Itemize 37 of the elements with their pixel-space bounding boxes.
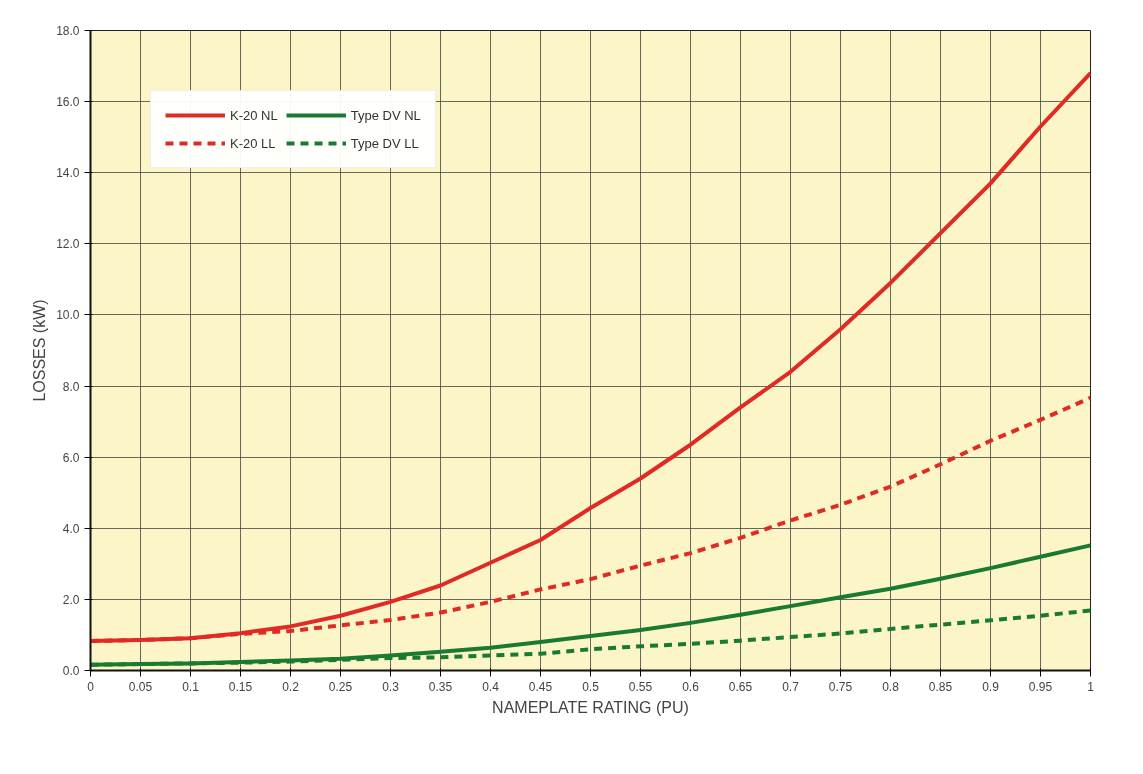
legend-label: Type DV NL [350, 107, 421, 123]
x-tick-label: 1 [1087, 679, 1095, 694]
legend-label: K-20 NL [230, 107, 278, 123]
y-tick-label: 10.0 [56, 308, 80, 323]
x-tick-label: 0.05 [128, 679, 153, 694]
x-tick-label: 0.65 [728, 679, 753, 694]
x-tick-label: 0 [87, 679, 95, 694]
x-tick-label: 0.15 [228, 679, 253, 694]
x-tick-label: 0.7 [782, 679, 800, 694]
x-tick-label: 0.3 [382, 679, 400, 694]
y-tick-label: 4.0 [62, 521, 80, 536]
x-tick-label: 0.5 [582, 679, 600, 694]
y-tick-label: 0.0 [62, 664, 80, 678]
y-tick-label: 14.0 [56, 166, 80, 181]
y-tick-label: 16.0 [56, 95, 80, 110]
x-tick-label: 0.9 [982, 679, 1000, 694]
x-tick-label: 0.8 [882, 679, 900, 694]
x-tick-label: 0.4 [482, 679, 500, 694]
legend-label: K-20 LL [230, 135, 276, 151]
y-axis-title: LOSSES (kW) [31, 299, 49, 402]
x-tick-label: 0.45 [528, 679, 553, 694]
y-tick-label: 6.0 [62, 450, 80, 465]
y-tick-label: 8.0 [62, 379, 80, 394]
y-tick-label: 2.0 [62, 592, 80, 607]
x-tick-label: 0.25 [328, 679, 353, 694]
x-tick-label: 0.55 [628, 679, 653, 694]
legend-label: Type DV LL [350, 135, 419, 151]
x-tick-label: 0.2 [282, 679, 300, 694]
x-tick-label: 0.75 [828, 679, 853, 694]
y-tick-label: 12.0 [56, 237, 80, 252]
x-axis-title: NAMEPLATE RATING (PU) [492, 698, 689, 716]
x-tick-label: 0.85 [928, 679, 953, 694]
x-tick-label: 0.95 [1028, 679, 1053, 694]
x-tick-label: 0.6 [682, 679, 700, 694]
x-tick-label: 0.1 [182, 679, 200, 694]
y-tick-label: 18.0 [56, 24, 80, 38]
x-tick-label: 0.35 [428, 679, 453, 694]
